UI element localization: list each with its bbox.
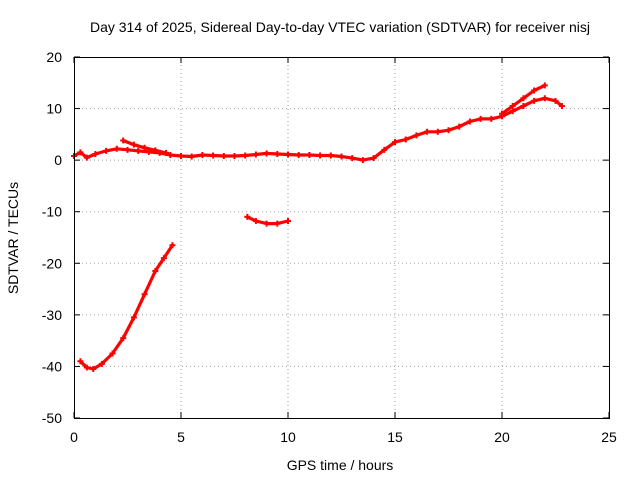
x-tick-label: 5 [177, 429, 185, 445]
data-point [135, 147, 142, 154]
data-point [130, 141, 137, 148]
plot-frame [74, 57, 610, 419]
data-point [199, 151, 206, 158]
data-point [509, 102, 516, 109]
data-point [263, 220, 270, 227]
data-point [274, 150, 281, 157]
data-point [252, 151, 259, 158]
data-point [327, 152, 334, 159]
data-point [392, 139, 398, 146]
data-point [295, 151, 302, 158]
data-point [113, 145, 120, 152]
series-hump [120, 137, 170, 156]
data-point [210, 152, 217, 159]
data-point [141, 291, 148, 298]
data-point [402, 136, 409, 143]
data-point [141, 144, 148, 151]
data-point [499, 110, 505, 117]
y-axis-label: SDTVAR / TECUs [5, 182, 21, 294]
data-point [274, 220, 281, 227]
y-tick-label: -30 [42, 307, 62, 323]
data-point [306, 151, 313, 158]
data-point [220, 153, 227, 160]
data-point [167, 151, 174, 158]
data-point [160, 255, 167, 262]
data-point [558, 102, 565, 109]
data-point [520, 95, 527, 102]
y-tick-label: -10 [42, 204, 62, 220]
x-tick-label: 15 [387, 429, 403, 445]
data-point [531, 87, 538, 94]
data-point [83, 154, 90, 161]
chart-title: Day 314 of 2025, Sidereal Day-to-day VTE… [90, 19, 590, 35]
data-point [231, 153, 238, 160]
data-point [152, 147, 159, 154]
data-point [359, 157, 366, 164]
x-tick-label: 20 [494, 429, 510, 445]
y-tick-label: 10 [46, 101, 62, 117]
data-point [456, 123, 463, 130]
data-point [120, 137, 127, 144]
data-point [130, 314, 137, 321]
data-point [370, 155, 377, 162]
data-point [242, 152, 249, 159]
data-point [541, 95, 548, 102]
data-point [509, 108, 516, 115]
data-point [252, 217, 259, 224]
data-point [169, 242, 176, 249]
series-main [71, 95, 565, 164]
data-point [120, 335, 127, 342]
axis-ticks: 0 5 10 15 20 25 -50 -40 -30 -20 -10 0 10 20 [42, 49, 617, 445]
y-tick-label: 20 [46, 49, 62, 65]
y-tick-label: -40 [42, 358, 62, 374]
data-point [466, 118, 473, 125]
data-point [178, 153, 184, 160]
data-point [349, 155, 356, 162]
y-tick-label: 0 [54, 152, 62, 168]
x-tick-label: 25 [601, 429, 617, 445]
series-mid-segment [244, 213, 291, 227]
data-point [413, 132, 420, 139]
data-point [434, 128, 441, 135]
data-point [477, 115, 484, 122]
data-point [77, 149, 84, 156]
y-tick-label: -20 [42, 255, 62, 271]
x-tick-label: 0 [70, 429, 78, 445]
data-point [83, 364, 90, 371]
data-point [552, 97, 559, 104]
data-point [541, 82, 548, 89]
data-point [98, 360, 105, 367]
data-point [520, 102, 527, 109]
data-point [152, 268, 159, 275]
data-point [285, 217, 291, 224]
data-point [90, 366, 97, 373]
data-point [424, 128, 431, 135]
data-point [381, 146, 388, 153]
x-tick-label: 10 [280, 429, 296, 445]
data-point [531, 97, 538, 104]
y-tick-label: -50 [42, 410, 62, 426]
data-point [109, 350, 116, 357]
data-point [285, 151, 291, 158]
series-low-segment [77, 242, 176, 373]
data-point [188, 153, 195, 160]
series-upper-branch [499, 82, 548, 117]
series-group [71, 82, 565, 373]
data-point [124, 146, 131, 153]
data-point [244, 213, 251, 220]
data-point [263, 150, 270, 157]
x-axis-label: GPS time / hours [287, 457, 394, 473]
data-point [77, 358, 84, 365]
data-point [163, 149, 170, 156]
data-point [338, 153, 345, 160]
data-point [317, 152, 324, 159]
data-point [92, 150, 99, 157]
data-point [103, 147, 110, 154]
data-point [488, 115, 495, 122]
data-point [445, 127, 452, 134]
